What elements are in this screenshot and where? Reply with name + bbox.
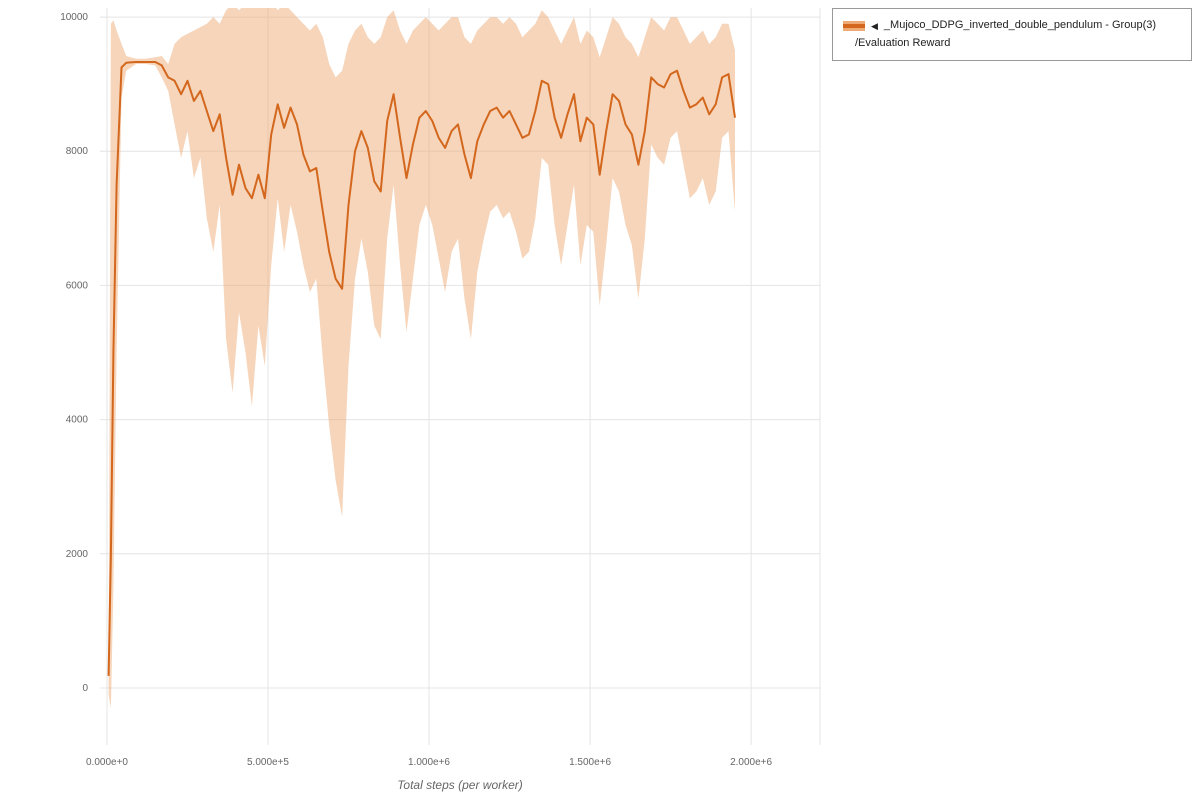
x-tick-label: 1.000e+6 <box>408 757 450 768</box>
legend-band-swatch <box>843 20 865 31</box>
y-tick-label: 8000 <box>66 146 89 157</box>
legend-metric-name: /Evaluation Reward <box>855 36 951 49</box>
y-tick-label: 0 <box>82 683 88 694</box>
y-tick-label: 10000 <box>60 12 88 23</box>
x-tick-label: 5.000e+5 <box>247 757 289 768</box>
legend: ◀ _Mujoco_DDPG_inverted_double_pendulum … <box>832 8 1192 62</box>
y-tick-label: 6000 <box>66 280 89 291</box>
confidence-band <box>108 8 735 709</box>
legend-entry[interactable]: ◀ _Mujoco_DDPG_inverted_double_pendulum … <box>843 17 1181 35</box>
x-axis-title: Total steps (per worker) <box>397 778 523 792</box>
y-tick-label: 2000 <box>66 549 89 560</box>
y-tick-labels: 0 2000 4000 6000 8000 10000 <box>60 12 88 694</box>
x-tick-label: 2.000e+6 <box>730 757 772 768</box>
legend-line-swatch <box>843 23 865 28</box>
collapse-icon[interactable]: ◀ <box>871 20 878 31</box>
mean-line <box>107 61 736 676</box>
legend-series-name: _Mujoco_DDPG_inverted_double_pendulum - … <box>883 19 1157 31</box>
x-tick-labels: 0.000e+0 5.000e+5 1.000e+6 1.500e+6 2.000e+6 <box>86 757 773 768</box>
x-tick-label: 0.000e+0 <box>86 757 128 768</box>
y-tick-label: 4000 <box>66 415 89 426</box>
x-tick-label: 1.500e+6 <box>569 757 611 768</box>
